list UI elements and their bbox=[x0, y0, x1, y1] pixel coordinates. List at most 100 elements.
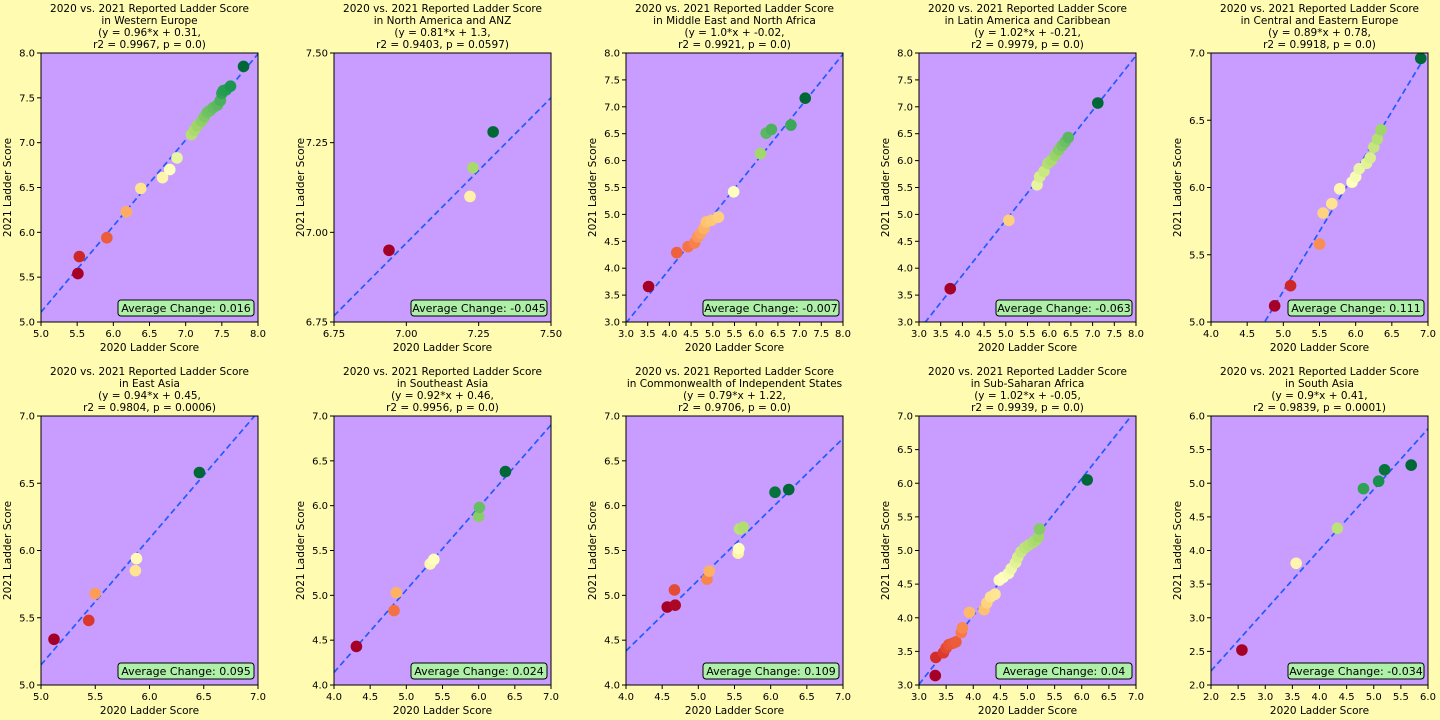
subplot-title-line: 2020 vs. 2021 Reported Ladder Score bbox=[343, 366, 542, 378]
subplot-title-line: r2 = 0.9918, p = 0.0) bbox=[1263, 39, 1376, 51]
y-tick-label: 3.0 bbox=[1189, 613, 1205, 624]
x-tick-label: 7.5 bbox=[1106, 329, 1122, 340]
x-tick-label: 7.5 bbox=[214, 329, 230, 340]
subplot-title-line: in South Asia bbox=[1285, 378, 1354, 390]
y-axis-label: 2021 Ladder Score bbox=[2, 138, 14, 237]
scatter-point bbox=[727, 186, 740, 198]
x-axis-label: 2020 Ladder Score bbox=[685, 705, 784, 717]
y-axis-label: 2021 Ladder Score bbox=[1172, 501, 1184, 600]
y-tick-label: 6.5 bbox=[604, 129, 620, 140]
average-change-badge bbox=[117, 299, 255, 317]
x-tick-label: 2.0 bbox=[1203, 692, 1219, 703]
average-change-badge bbox=[995, 662, 1133, 680]
scatter-point bbox=[383, 244, 395, 257]
y-tick-label: 5.0 bbox=[897, 210, 913, 221]
x-tick-label: 8.0 bbox=[1128, 329, 1144, 340]
y-tick-label: 7.0 bbox=[604, 412, 620, 423]
scatter-point bbox=[487, 126, 499, 138]
scatter-point bbox=[1375, 123, 1387, 136]
subplot-title-line: in Western Europe bbox=[101, 15, 197, 27]
x-tick-label: 7.0 bbox=[792, 329, 808, 340]
scatter-point bbox=[171, 152, 183, 164]
y-tick-label: 6.5 bbox=[19, 479, 35, 490]
subplot-title-line: in Latin America and Caribbean bbox=[945, 15, 1111, 27]
y-tick-label: 5.5 bbox=[897, 183, 913, 194]
scatter-point bbox=[1284, 279, 1297, 292]
scatter-point bbox=[1290, 557, 1302, 570]
plot-content bbox=[334, 97, 551, 317]
scatter-point bbox=[48, 633, 60, 646]
y-axis-label: 2021 Ladder Score bbox=[1172, 138, 1184, 237]
average-change-badge bbox=[1287, 299, 1425, 317]
subplot-title-line: 2020 vs. 2021 Reported Ladder Score bbox=[50, 366, 249, 378]
x-axis-label: 2020 Ladder Score bbox=[393, 342, 492, 354]
x-tick-label: 6.5 bbox=[1384, 329, 1400, 340]
scatter-point bbox=[72, 267, 84, 280]
subplot-title-line: (y = 0.96*x + 0.31, bbox=[98, 27, 201, 39]
scatter-point bbox=[473, 501, 486, 514]
y-tick-label: 4.5 bbox=[897, 580, 913, 591]
plot-area bbox=[919, 53, 1136, 322]
scatter-point bbox=[156, 171, 169, 184]
average-change-badge bbox=[1287, 662, 1425, 680]
x-tick-label: 4.5 bbox=[683, 329, 699, 340]
x-tick-label: 6.5 bbox=[142, 329, 158, 340]
y-tick-label: 3.5 bbox=[897, 291, 913, 302]
x-tick-label: 7.0 bbox=[1085, 329, 1101, 340]
x-tick-label: 4.5 bbox=[992, 692, 1008, 703]
subplot-title-line: in Central and Eastern Europe bbox=[1241, 15, 1399, 27]
subplot-title-line: 2020 vs. 2021 Reported Ladder Score bbox=[50, 3, 249, 15]
x-tick-label: 6.0 bbox=[748, 329, 764, 340]
x-tick-label: 6.0 bbox=[1041, 329, 1057, 340]
average-change-label: Average Change: 0.016 bbox=[121, 302, 250, 315]
scatter-point bbox=[668, 584, 681, 596]
regression-line bbox=[1263, 53, 1428, 322]
y-tick-label: 3.0 bbox=[604, 318, 620, 329]
x-axis-label: 2020 Ladder Score bbox=[685, 342, 784, 354]
subplot-title-line: (y = 0.94*x + 0.45, bbox=[98, 390, 201, 402]
x-tick-label: 8.0 bbox=[835, 329, 851, 340]
x-tick-label: 4.5 bbox=[1339, 692, 1355, 703]
scatter-point bbox=[1236, 644, 1248, 656]
scatter-point bbox=[82, 614, 95, 627]
y-tick-label: 5.0 bbox=[1189, 318, 1205, 329]
regression-line bbox=[1211, 428, 1428, 672]
y-tick-label: 7.0 bbox=[897, 412, 913, 423]
scatter-point bbox=[130, 552, 143, 565]
scatter-point bbox=[737, 521, 749, 533]
average-change-label: Average Change: 0.095 bbox=[121, 665, 250, 678]
y-tick-label: 7.0 bbox=[897, 102, 913, 113]
y-tick-label: 4.5 bbox=[312, 636, 328, 647]
plot-area bbox=[334, 53, 551, 322]
subplot-title-line: r2 = 0.9804, p = 0.0006) bbox=[83, 402, 216, 414]
subplot-title-line: in North America and ANZ bbox=[374, 15, 512, 27]
regression-line bbox=[626, 437, 843, 652]
scatter-point bbox=[163, 163, 176, 176]
scatter-point bbox=[765, 123, 778, 136]
y-tick-label: 6.0 bbox=[897, 156, 913, 167]
x-tick-label: 5.5 bbox=[1020, 329, 1036, 340]
y-tick-label: 3.5 bbox=[1189, 580, 1205, 591]
subplot-title-line: 2020 vs. 2021 Reported Ladder Score bbox=[635, 366, 834, 378]
scatter-point bbox=[754, 147, 767, 160]
y-tick-label: 3.0 bbox=[897, 318, 913, 329]
scatter-point bbox=[950, 636, 962, 648]
x-tick-label: 3.0 bbox=[618, 329, 634, 340]
y-tick-label: 6.0 bbox=[1189, 412, 1205, 423]
scatter-point bbox=[89, 587, 102, 600]
average-change-badge bbox=[117, 662, 255, 680]
subplot-title-line: r2 = 0.9706, p = 0.0) bbox=[678, 402, 791, 414]
average-change-badge bbox=[702, 662, 840, 680]
x-tick-label: 5.0 bbox=[398, 692, 414, 703]
scatter-point bbox=[1333, 183, 1346, 195]
average-change-label: Average Change: 0.024 bbox=[414, 665, 543, 678]
x-tick-label: 4.0 bbox=[954, 329, 970, 340]
y-tick-label: 7.0 bbox=[19, 412, 35, 423]
y-tick-label: 4.0 bbox=[897, 613, 913, 624]
y-tick-label: 5.5 bbox=[604, 546, 620, 557]
